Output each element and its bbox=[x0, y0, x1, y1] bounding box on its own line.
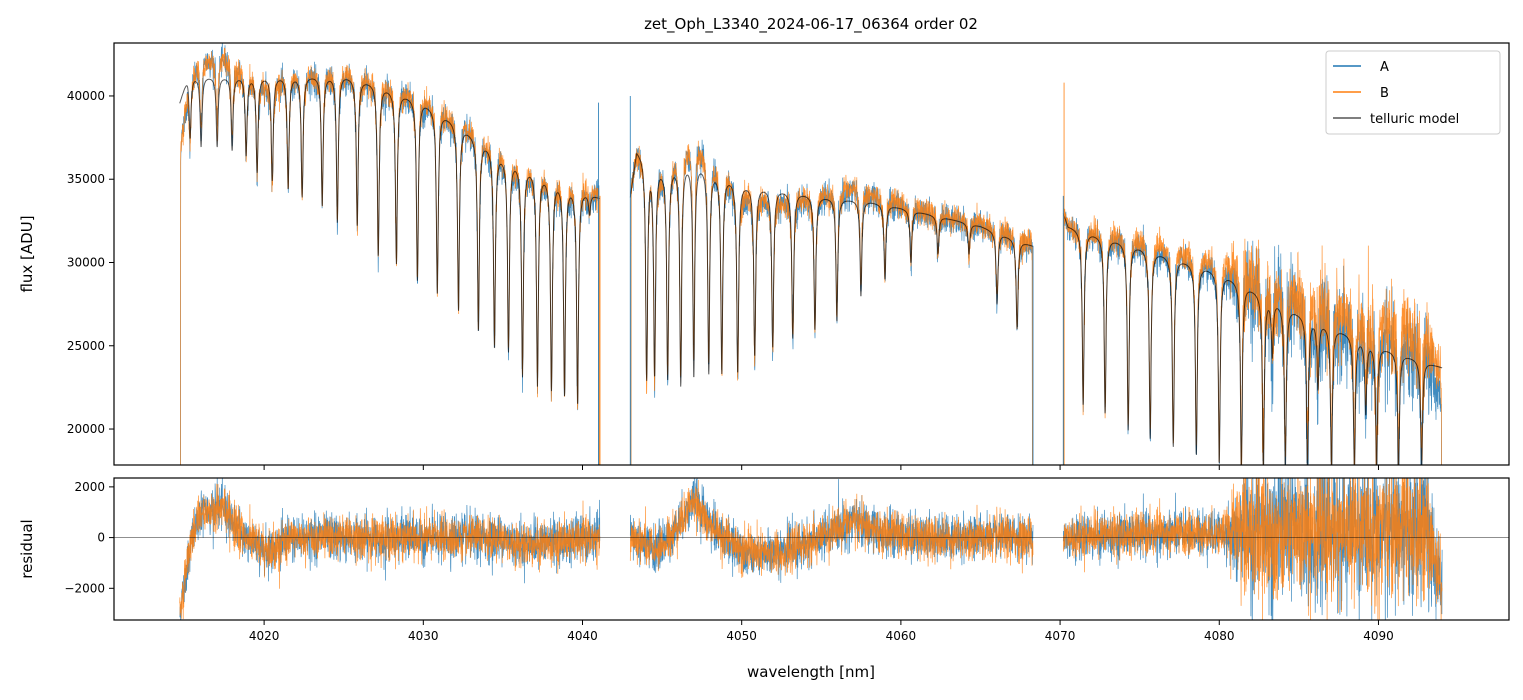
y-tick-label: 2000 bbox=[74, 480, 105, 494]
y-tick-label: 35000 bbox=[67, 172, 105, 186]
y-tick-label: 0 bbox=[97, 531, 105, 545]
x-tick-label: 4070 bbox=[1045, 629, 1076, 643]
legend-label-a: A bbox=[1380, 60, 1389, 75]
residual-y-axis-label: residual bbox=[18, 519, 36, 578]
flux-plot bbox=[179, 43, 1443, 465]
flux-axes-frame bbox=[113, 42, 1510, 466]
legend: A B telluric model bbox=[1325, 50, 1501, 135]
y-tick-label: 40000 bbox=[67, 89, 105, 103]
x-tick-label: 4080 bbox=[1204, 629, 1235, 643]
y-tick-label: −2000 bbox=[64, 581, 105, 595]
x-tick-label: 4030 bbox=[408, 629, 439, 643]
y-tick-label: 25000 bbox=[67, 339, 105, 353]
legend-label-b: B bbox=[1380, 86, 1389, 101]
x-tick-label: 4060 bbox=[886, 629, 917, 643]
x-axis-label: wavelength [nm] bbox=[747, 663, 875, 681]
legend-label-telluric-model: telluric model bbox=[1370, 112, 1459, 127]
x-tick-label: 4040 bbox=[567, 629, 598, 643]
legend-box bbox=[1325, 50, 1501, 135]
x-tick-label: 4090 bbox=[1363, 629, 1394, 643]
residual-axes-frame bbox=[113, 477, 1510, 621]
residual-axis-ticks: 4020 4030 4040 4050 4060 4070 4080 4090 −2000 0 20… bbox=[64, 480, 1393, 643]
telluric-model-line bbox=[179, 78, 1443, 465]
x-tick-label: 4050 bbox=[726, 629, 757, 643]
x-tick-label: 4020 bbox=[249, 629, 280, 643]
flux-y-axis-label: flux [ADU] bbox=[18, 215, 36, 292]
residual-plot bbox=[114, 478, 1509, 620]
flux-axis-ticks: 20000 25000 30000 35000 40000 bbox=[67, 89, 1379, 470]
chart-title: zet_Oph_L3340_2024-06-17_06364 order 02 bbox=[644, 15, 978, 34]
y-tick-label: 30000 bbox=[67, 255, 105, 269]
y-tick-label: 20000 bbox=[67, 422, 105, 436]
residual-b-line bbox=[179, 478, 1443, 620]
series-a-line bbox=[180, 43, 1442, 465]
